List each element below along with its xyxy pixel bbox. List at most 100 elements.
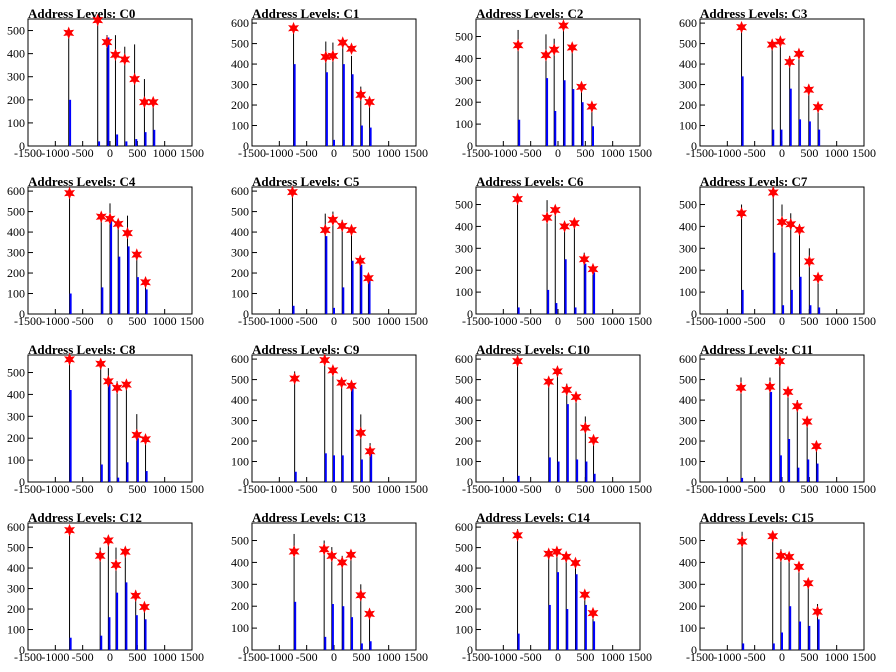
peak-marker [364,95,376,109]
y-tick-label: 300 [231,577,249,591]
x-tick-label: 500 [576,314,594,328]
y-tick-label: 0 [691,643,697,657]
y-tick-label: 200 [455,602,473,616]
x-tick-label: -1500 [14,146,42,160]
x-tick-label: 500 [352,314,370,328]
peak-marker [346,379,357,393]
chart-panel: Address Levels: C4 0 100 200 300 400 500 600 -15… [0,168,224,336]
peak-marker [102,374,114,388]
x-tick-label: -1000 [265,482,293,496]
peak-marker [579,588,591,601]
peak-marker [576,80,587,94]
y-tick-label: 500 [455,30,473,44]
peak-marker [102,534,114,547]
y-tick-label: 0 [691,307,697,321]
peak-marker [767,529,779,543]
peak-marker [286,185,298,199]
peak-marker [94,549,106,563]
x-tick-label: 1500 [852,314,876,328]
x-tick-label: 1500 [628,146,652,160]
peak-marker [803,255,815,268]
y-tick-label: 200 [7,431,25,445]
chart-title: Address Levels: C13 [252,510,366,525]
peak-marker [319,353,331,367]
peak-marker [766,38,778,51]
plot-frame [251,522,417,651]
y-tick-label: 300 [7,246,25,260]
x-tick-label: 1000 [601,650,625,664]
peak-marker [119,53,131,66]
peak-marker [570,390,582,404]
plot-frame [699,354,865,483]
y-tick-label: 400 [455,51,473,65]
y-tick-label: 300 [679,78,697,92]
x-tick-label: -500 [296,146,318,160]
y-tick-label: 300 [7,409,25,423]
peak-marker [541,211,553,224]
peak-marker [336,219,348,233]
chart-plot: 0 100 200 300 400 500 600 -1500 -1000 -500 0 500 100… [455,352,652,496]
peak-marker [812,100,824,114]
peak-marker [512,528,524,542]
peak-marker [512,354,524,368]
y-tick-label: 100 [455,455,473,469]
x-tick-label: -1500 [462,482,490,496]
peak-marker [63,26,75,40]
x-tick-label: 1000 [825,314,849,328]
y-tick-label: 600 [7,520,25,534]
chart-plot: 0 100 200 300 400 500 600 -1500 -1000 -500 0 500 100… [231,16,428,160]
x-tick-label: 0 [779,482,785,496]
y-tick-label: 0 [467,307,473,321]
x-tick-label: -1500 [686,650,714,664]
chart-title: Address Levels: C4 [28,174,136,189]
chart-plot: 0 100 200 300 400 500 600 -1500 -1000 -500 0 500 100… [231,352,428,496]
x-tick-label: 0 [779,146,785,160]
x-tick-label: -1500 [462,650,490,664]
chart-plot: 0 100 200 300 400 500 600 -1500 -1000 -500 0 500 100… [231,184,428,328]
y-tick-label: 0 [467,475,473,489]
y-tick-label: 200 [231,266,249,280]
peak-marker [289,372,301,385]
x-tick-label: -500 [744,314,766,328]
y-tick-label: 100 [231,287,249,301]
x-tick-label: -1000 [41,314,69,328]
x-tick-label: -500 [520,314,542,328]
peak-marker [64,353,76,366]
chart-panel: Address Levels: C9 0 100 200 300 400 500 600 -15… [224,336,448,504]
peak-marker [549,203,561,217]
chart-title: Address Levels: C6 [476,174,584,189]
y-tick-label: 0 [467,643,473,657]
x-tick-label: -1500 [238,314,266,328]
y-tick-label: 400 [231,555,249,569]
peak-marker [109,48,121,62]
x-tick-label: -500 [296,482,318,496]
peak-marker [793,560,805,574]
x-tick-label: 0 [555,650,561,664]
chart-title: Address Levels: C15 [700,510,814,525]
peak-marker [131,428,143,442]
y-tick-label: 500 [455,373,473,387]
chart-title: Address Levels: C10 [476,342,590,357]
peak-marker [783,550,795,564]
peak-marker [354,254,366,268]
peak-marker [540,48,552,62]
y-tick-label: 0 [467,139,473,153]
y-tick-label: 300 [679,414,697,428]
chart-title: Address Levels: C12 [28,510,142,525]
x-tick-label: -1000 [489,650,517,664]
peak-marker [736,20,748,34]
peak-marker [336,556,348,569]
y-tick-label: 300 [7,582,25,596]
peak-marker [288,21,300,35]
x-tick-label: 500 [576,482,594,496]
chart-plot: 0 100 200 300 400 500 -1500 -1000 -500 0 500 1000 15… [7,13,204,160]
peak-marker [138,600,150,614]
plot-frame [251,18,417,147]
y-tick-label: 600 [455,352,473,366]
peak-marker [587,606,599,620]
x-tick-label: -1000 [41,650,69,664]
peak-marker [812,605,824,618]
chart-panel: Address Levels: C12 0 100 200 300 400 500 600 -1… [0,504,224,672]
y-tick-label: 200 [679,434,697,448]
peak-marker [587,262,599,276]
